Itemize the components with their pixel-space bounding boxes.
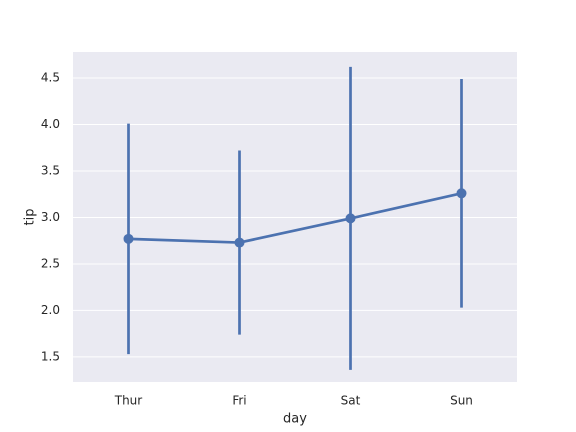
- y-tick-label: 3.5: [41, 163, 60, 177]
- y-axis-label: tip: [23, 209, 38, 226]
- x-tick-label: Thur: [114, 394, 143, 408]
- y-tick-label: 3.0: [41, 210, 60, 224]
- y-tick-label: 2.5: [41, 256, 60, 270]
- point: [234, 237, 245, 248]
- point: [345, 213, 356, 224]
- y-tick-label: 1.5: [41, 349, 60, 363]
- y-tick-label: 2.0: [41, 303, 60, 317]
- x-axis-label: day: [283, 412, 307, 427]
- point: [456, 188, 467, 199]
- y-tick-label: 4.5: [41, 71, 60, 85]
- series-line: [128, 191, 462, 244]
- x-tick-label: Fri: [232, 394, 246, 408]
- point: [123, 233, 134, 244]
- x-tick-label: Sat: [341, 394, 361, 408]
- x-tick-label: Sun: [450, 394, 473, 408]
- y-tick-label: 4.0: [41, 117, 60, 131]
